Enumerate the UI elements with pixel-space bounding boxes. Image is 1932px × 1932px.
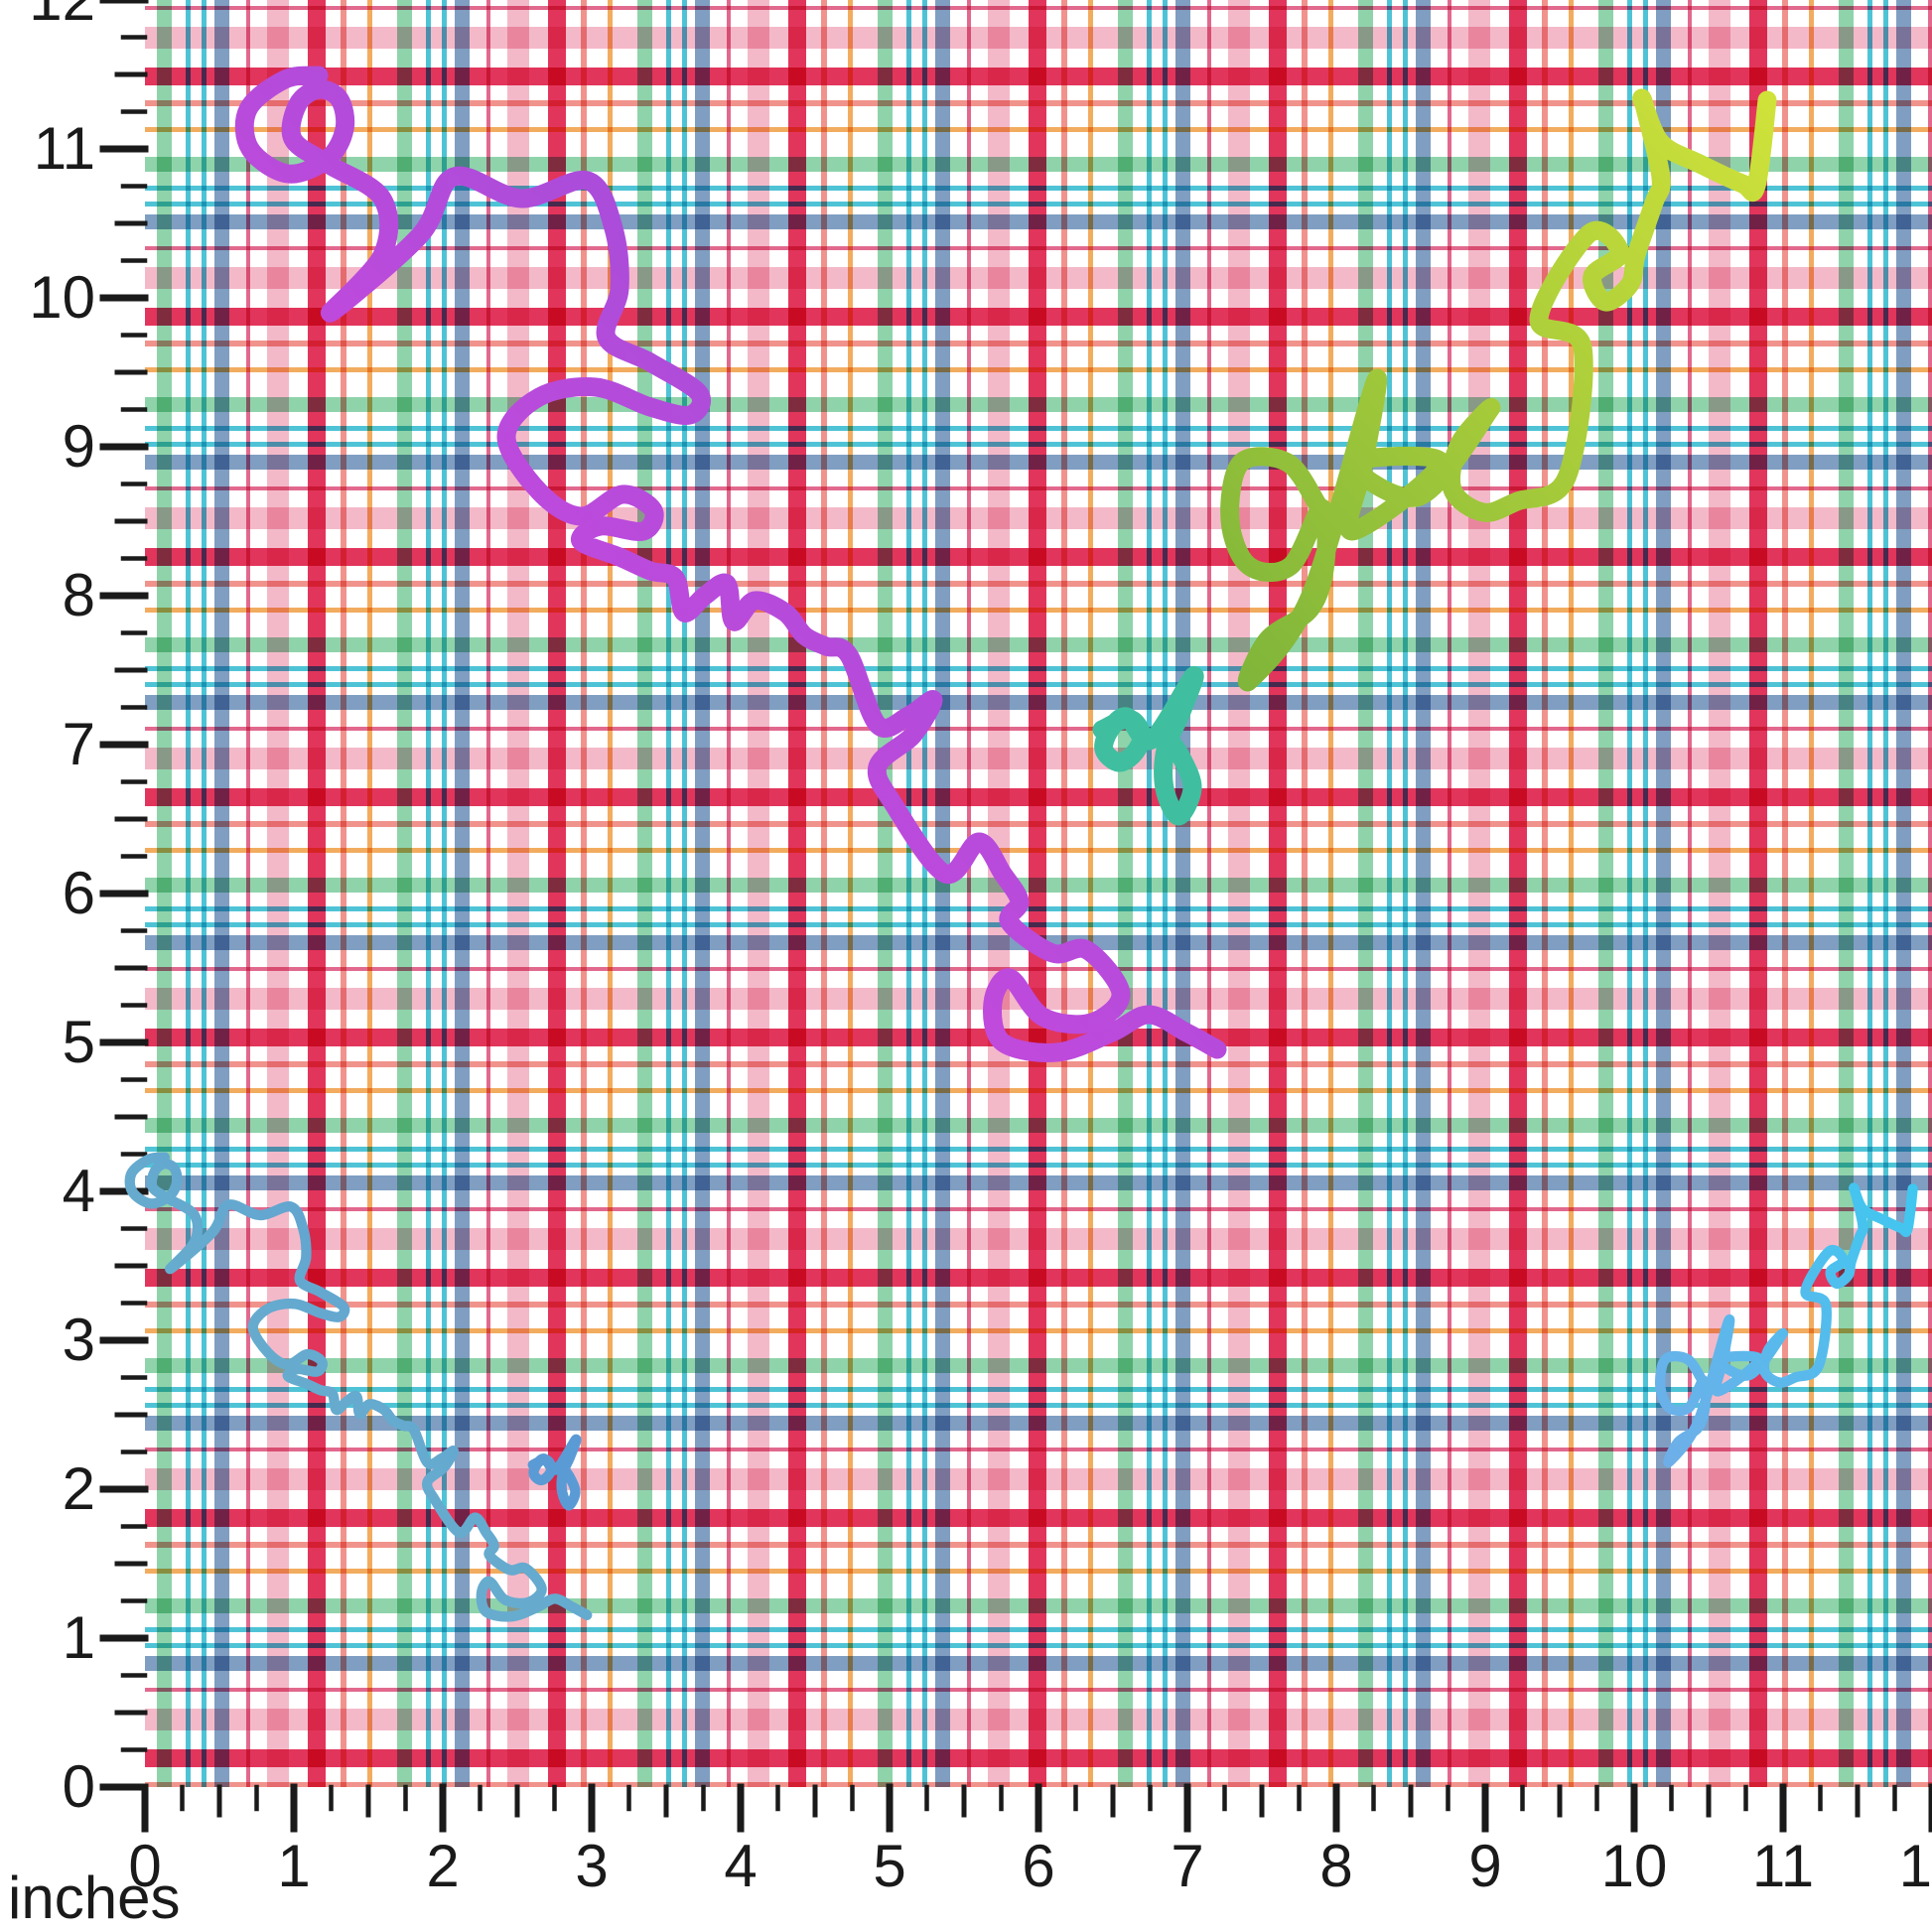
svg-text:3: 3 [63, 1307, 95, 1373]
svg-text:8: 8 [63, 562, 95, 628]
svg-text:inches: inches [8, 1864, 180, 1931]
svg-text:2: 2 [426, 1833, 459, 1899]
svg-text:0: 0 [63, 1753, 95, 1820]
svg-text:4: 4 [724, 1833, 757, 1899]
svg-text:9: 9 [63, 413, 95, 480]
svg-text:6: 6 [1022, 1833, 1054, 1899]
svg-text:2: 2 [63, 1455, 95, 1522]
svg-text:10: 10 [29, 264, 95, 331]
svg-text:5: 5 [873, 1833, 905, 1899]
svg-text:7: 7 [1171, 1833, 1203, 1899]
svg-text:1: 1 [63, 1604, 95, 1671]
svg-text:4: 4 [63, 1158, 95, 1224]
svg-text:3: 3 [575, 1833, 608, 1899]
svg-text:8: 8 [1319, 1833, 1352, 1899]
svg-text:12: 12 [29, 0, 95, 33]
svg-text:7: 7 [63, 711, 95, 777]
svg-text:11: 11 [34, 115, 95, 182]
svg-text:9: 9 [1468, 1833, 1501, 1899]
svg-text:1: 1 [277, 1833, 310, 1899]
svg-text:6: 6 [63, 860, 95, 926]
svg-text:5: 5 [63, 1009, 95, 1075]
svg-text:10: 10 [1601, 1833, 1668, 1899]
svg-text:12: 12 [1899, 1833, 1932, 1899]
svg-text:11: 11 [1752, 1833, 1814, 1899]
